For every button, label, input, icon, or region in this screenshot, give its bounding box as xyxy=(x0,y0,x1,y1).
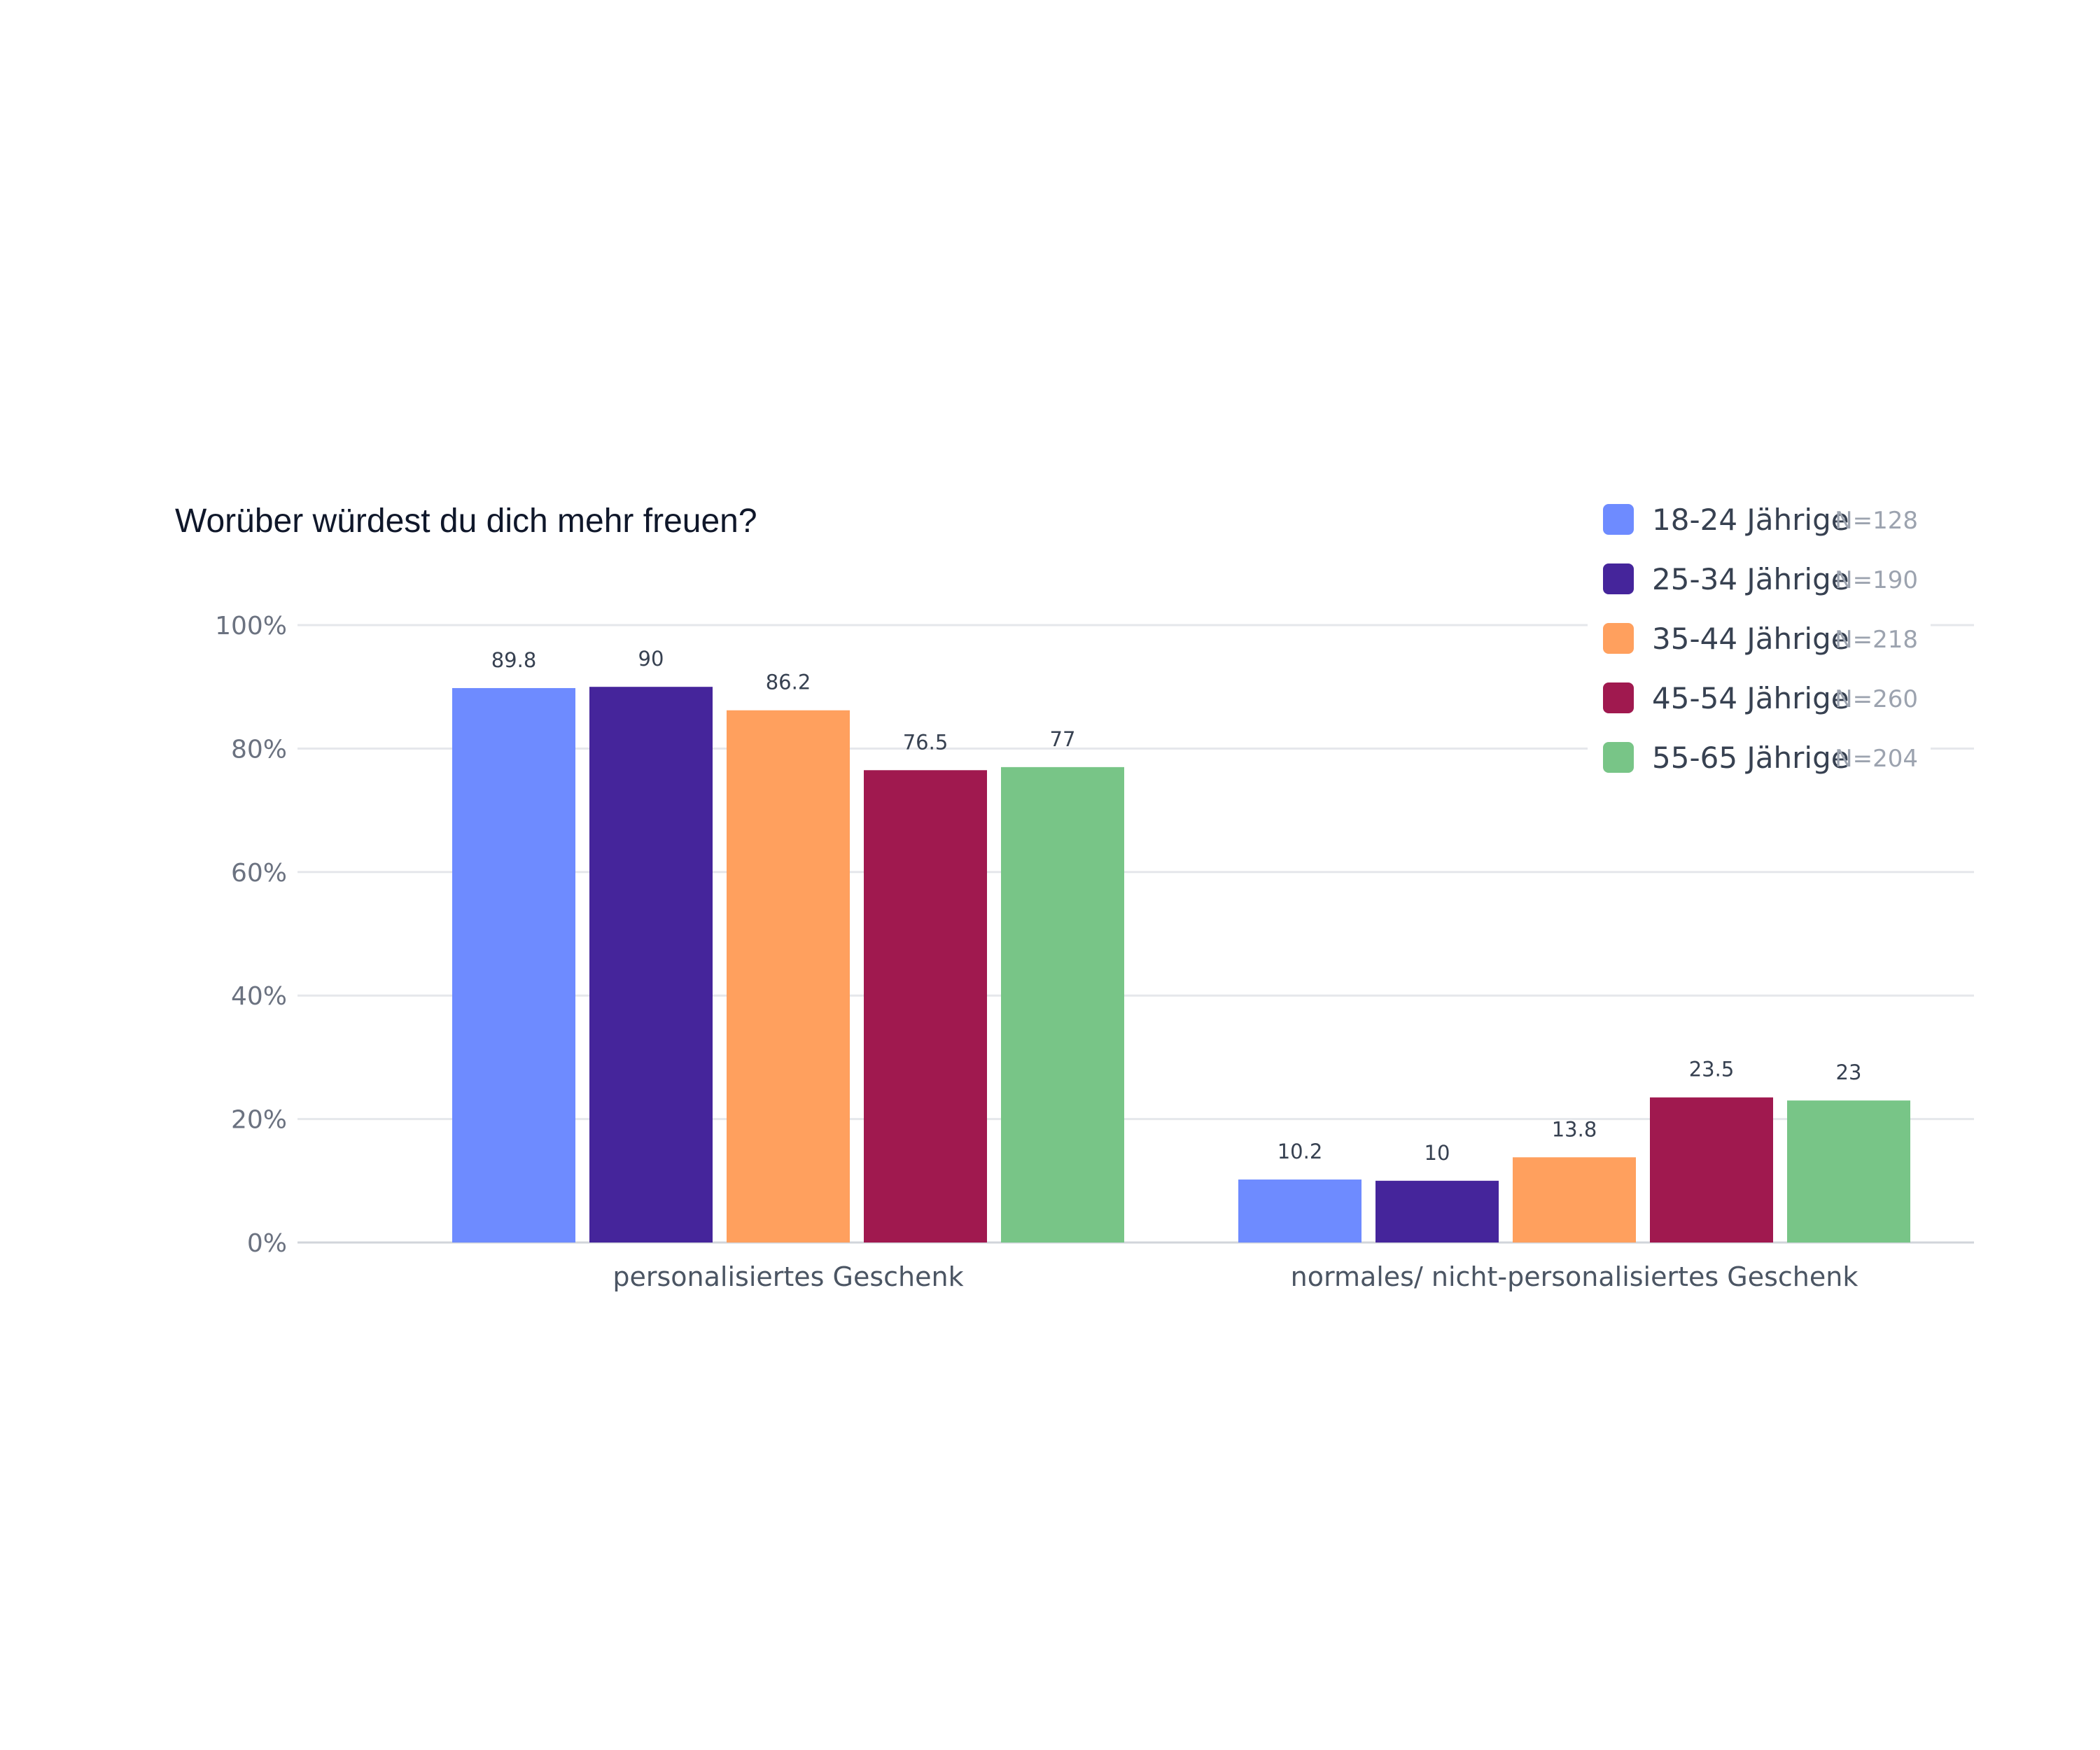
x-tick-label: normales/ nicht-personalisiertes Geschen… xyxy=(1291,1261,1858,1292)
legend-label: 55-65 Jährige xyxy=(1652,741,1849,775)
legend-background xyxy=(1588,483,1931,784)
data-label: 10.2 xyxy=(1278,1140,1323,1163)
y-tick-label: 80% xyxy=(231,735,287,764)
y-tick-label: 0% xyxy=(247,1229,287,1258)
legend-sample-size: N=190 xyxy=(1835,566,1918,594)
legend-swatch xyxy=(1603,504,1634,535)
x-tick-label: personalisiertes Geschenk xyxy=(612,1261,963,1292)
bar-2-2[interactable] xyxy=(1376,1180,1499,1242)
y-tick-label: 40% xyxy=(231,982,287,1011)
legend-sample-size: N=204 xyxy=(1835,745,1918,773)
bar-3-2[interactable] xyxy=(1513,1157,1636,1242)
bars xyxy=(452,687,1910,1242)
legend-swatch xyxy=(1603,682,1634,713)
bar-4-2[interactable] xyxy=(1650,1097,1773,1242)
legend-sample-size: N=128 xyxy=(1835,507,1918,535)
data-label: 10 xyxy=(1424,1141,1450,1165)
bar-1-2[interactable] xyxy=(1238,1180,1362,1242)
y-axis-ticks: 0% 20% 40% 60% 80% 100% xyxy=(215,612,287,1258)
legend-swatch xyxy=(1603,623,1634,654)
data-label: 77 xyxy=(1050,727,1076,751)
data-labels: 89.8 10.2 90 10 86.2 13.8 76.5 23.5 77 23 xyxy=(491,647,1862,1165)
bar-3-1[interactable] xyxy=(727,710,850,1242)
bar-2-1[interactable] xyxy=(589,687,713,1242)
y-tick-label: 20% xyxy=(231,1106,287,1135)
legend-label: 25-34 Jährige xyxy=(1652,562,1849,596)
bar-1-1[interactable] xyxy=(452,687,575,1242)
x-axis-ticks: personalisiertes Geschenk normales/ nicht… xyxy=(612,1261,1858,1292)
data-label: 90 xyxy=(638,647,664,671)
legend-label: 18-24 Jährige xyxy=(1652,503,1849,537)
data-label: 13.8 xyxy=(1552,1117,1597,1141)
data-label: 23 xyxy=(1836,1060,1862,1084)
legend-sample-size: N=218 xyxy=(1835,626,1918,654)
y-tick-label: 100% xyxy=(215,612,287,640)
legend-swatch xyxy=(1603,564,1634,594)
bar-5-2[interactable] xyxy=(1787,1100,1910,1242)
legend-label: 35-44 Jährige xyxy=(1652,622,1849,656)
y-tick-label: 60% xyxy=(231,859,287,888)
bar-5-1[interactable] xyxy=(1001,766,1124,1242)
data-label: 86.2 xyxy=(766,671,811,694)
legend-swatch xyxy=(1603,742,1634,773)
bar-4-1[interactable] xyxy=(864,770,987,1242)
data-label: 89.8 xyxy=(491,648,537,672)
legend-label: 45-54 Jährige xyxy=(1652,681,1849,715)
legend-sample-size: N=260 xyxy=(1835,685,1918,713)
chart-title: Worüber würdest du dich mehr freuen? xyxy=(175,503,757,540)
data-label: 23.5 xyxy=(1689,1058,1735,1082)
data-label: 76.5 xyxy=(903,730,948,754)
